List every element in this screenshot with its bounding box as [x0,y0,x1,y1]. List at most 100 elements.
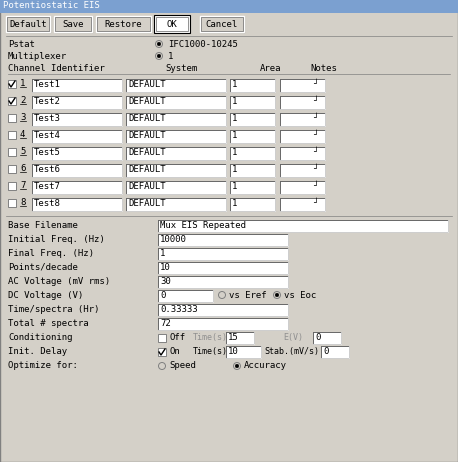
Bar [155,16,189,32]
Text: ┘: ┘ [313,198,318,207]
Bar [32,164,122,177]
Bar [55,17,93,33]
Bar [32,79,122,92]
Text: Time(s): Time(s) [193,347,228,356]
Text: System: System [165,64,197,73]
Text: 10000: 10000 [160,235,187,244]
Bar [8,114,16,122]
Text: DEFAULT: DEFAULT [128,182,166,191]
Text: Test6: Test6 [34,165,61,174]
Text: 0: 0 [315,333,321,342]
Bar [97,17,150,31]
Bar [126,198,226,211]
Text: vs Eoc: vs Eoc [284,291,316,300]
Bar [158,348,166,356]
Bar [8,148,16,156]
Text: 8: 8 [20,198,25,207]
Text: DC Voltage (V): DC Voltage (V) [8,291,83,300]
Bar [97,17,152,33]
Text: Test7: Test7 [34,182,61,191]
Text: DEFAULT: DEFAULT [128,97,166,106]
Text: 30: 30 [160,277,171,286]
Bar [280,147,325,160]
Text: DEFAULT: DEFAULT [128,131,166,140]
Bar [126,164,226,177]
Text: Points/decade: Points/decade [8,263,78,272]
Text: Notes: Notes [310,64,337,73]
Bar [158,262,288,274]
Bar [8,199,16,207]
Bar [201,17,243,31]
Text: Time(s): Time(s) [193,333,228,342]
Bar [158,220,448,232]
Text: 1: 1 [232,165,237,174]
Bar [313,332,341,344]
Bar [8,165,16,173]
Bar [158,334,166,342]
Bar [156,17,190,33]
Text: 4: 4 [20,130,25,139]
Text: Mux EIS Repeated: Mux EIS Repeated [160,221,246,230]
Bar [280,164,325,177]
Text: Conditioning: Conditioning [8,333,72,342]
Bar [158,304,288,316]
Bar [156,17,188,31]
Text: 1: 1 [232,148,237,157]
Text: DEFAULT: DEFAULT [128,165,166,174]
Text: 1: 1 [232,199,237,208]
Bar [96,16,151,32]
Text: 0: 0 [323,347,328,356]
Bar [32,130,122,143]
Bar [226,346,261,358]
Bar [8,182,16,190]
Bar [7,17,51,33]
Text: Initial Freq. (Hz): Initial Freq. (Hz) [8,235,105,244]
Text: Default: Default [9,20,47,29]
Bar [321,346,349,358]
Text: 10: 10 [160,263,171,272]
Text: Base Filename: Base Filename [8,221,78,230]
Text: 1: 1 [160,249,165,258]
Text: Test5: Test5 [34,148,61,157]
Text: ┘: ┘ [313,79,318,88]
Bar [7,17,49,31]
Bar [280,181,325,194]
Text: ┘: ┘ [313,164,318,173]
Bar [230,181,275,194]
Bar [280,96,325,109]
Text: ┘: ┘ [313,113,318,122]
Bar [55,17,91,31]
Bar [158,234,288,246]
Text: 3: 3 [20,113,25,122]
Bar [158,290,213,302]
Text: 2: 2 [20,96,25,105]
Text: Channel Identifier: Channel Identifier [8,64,105,73]
Text: 1: 1 [168,52,174,61]
Text: ┘: ┘ [313,181,318,190]
Text: Accuracy: Accuracy [244,361,287,370]
Text: 5: 5 [20,147,25,156]
Bar [158,276,288,288]
Bar [230,147,275,160]
Bar [126,147,226,160]
Bar [230,130,275,143]
Text: Test8: Test8 [34,199,61,208]
Text: Test2: Test2 [34,97,61,106]
Text: Test1: Test1 [34,80,61,89]
Bar [126,130,226,143]
Bar [154,15,190,33]
Bar [201,17,245,33]
Circle shape [157,54,161,58]
Text: ┘: ┘ [313,147,318,156]
Text: 1: 1 [232,131,237,140]
Text: AC Voltage (mV rms): AC Voltage (mV rms) [8,277,110,286]
Text: Total # spectra: Total # spectra [8,319,89,328]
Bar [0,0,458,13]
Bar [8,80,16,88]
Bar [158,248,288,260]
Text: On: On [169,347,180,356]
Bar [32,181,122,194]
Text: 7: 7 [20,181,25,190]
Text: 10: 10 [228,347,239,356]
Text: Init. Delay: Init. Delay [8,347,67,356]
